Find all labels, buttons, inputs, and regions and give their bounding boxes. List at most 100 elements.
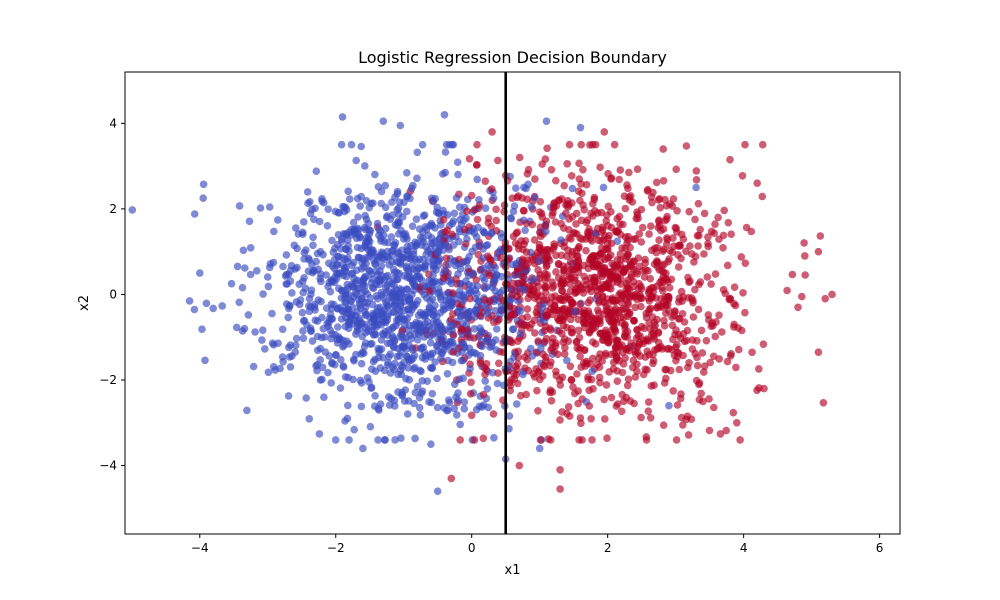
data-point-series-1 [589, 199, 597, 208]
data-point-series-0 [397, 226, 405, 235]
data-point-series-0 [403, 285, 411, 293]
data-point-series-0 [318, 363, 327, 372]
data-point-series-0 [588, 367, 596, 376]
data-point-series-1 [646, 414, 655, 422]
data-point-series-1 [574, 257, 583, 266]
data-point-series-1 [495, 315, 503, 324]
data-point-series-0 [356, 233, 364, 241]
data-point-series-0 [396, 307, 404, 315]
data-point-series-1 [715, 311, 723, 320]
data-point-series-0 [299, 230, 307, 238]
data-point-series-1 [682, 415, 691, 424]
data-point-series-1 [594, 306, 602, 314]
data-point-series-1 [707, 280, 715, 288]
data-point-series-0 [411, 242, 420, 250]
data-point-series-1 [816, 232, 825, 240]
data-point-series-1 [522, 248, 531, 256]
data-point-series-0 [389, 323, 398, 331]
data-point-series-1 [715, 235, 723, 243]
data-point-series-1 [563, 293, 571, 301]
data-point-series-1 [634, 254, 643, 262]
plot-frame [124, 71, 901, 535]
data-point-series-1 [539, 350, 547, 359]
data-point-series-1 [559, 306, 568, 315]
data-point-series-1 [587, 415, 595, 423]
data-point-series-0 [202, 299, 211, 308]
data-point-series-0 [394, 204, 403, 212]
data-point-series-0 [304, 254, 313, 263]
data-point-series-1 [647, 293, 656, 302]
data-point-series-0 [473, 175, 482, 184]
data-point-series-1 [634, 285, 643, 293]
data-point-series-1 [467, 411, 476, 420]
data-point-series-0 [244, 311, 253, 319]
data-point-series-1 [622, 295, 630, 304]
data-point-series-1 [556, 466, 564, 474]
data-point-series-0 [293, 244, 301, 253]
data-point-series-1 [783, 286, 791, 295]
data-point-series-1 [630, 399, 638, 408]
data-point-series-1 [672, 326, 680, 334]
data-point-series-1 [647, 222, 655, 230]
data-point-series-0 [445, 245, 454, 254]
data-point-series-0 [268, 309, 276, 318]
data-point-series-0 [527, 202, 536, 211]
data-point-series-1 [675, 365, 684, 374]
data-point-series-1 [554, 314, 562, 323]
data-point-series-1 [586, 141, 594, 149]
data-point-series-1 [466, 294, 474, 303]
data-point-series-0 [535, 444, 544, 453]
data-point-series-0 [331, 436, 340, 444]
data-point-series-1 [644, 407, 653, 416]
data-point-series-1 [599, 336, 608, 344]
data-point-series-0 [388, 332, 397, 340]
data-point-series-0 [366, 422, 375, 431]
data-point-series-1 [561, 344, 569, 352]
data-point-series-1 [481, 370, 489, 379]
data-point-series-0 [379, 117, 388, 125]
data-point-series-0 [324, 205, 333, 213]
data-point-series-1 [552, 202, 561, 210]
data-point-series-0 [338, 235, 346, 243]
data-point-series-0 [472, 306, 480, 314]
data-point-series-0 [444, 341, 452, 349]
data-point-series-1 [602, 217, 610, 225]
data-point-series-0 [462, 214, 470, 222]
data-point-series-1 [552, 251, 560, 260]
data-point-series-0 [509, 207, 518, 216]
data-point-series-1 [523, 170, 532, 178]
data-point-series-1 [522, 390, 530, 399]
data-point-series-1 [613, 354, 621, 362]
data-point-series-1 [653, 243, 662, 252]
data-point-series-0 [412, 215, 421, 223]
data-point-series-1 [716, 430, 725, 438]
data-point-series-0 [403, 242, 412, 251]
data-point-series-1 [480, 296, 489, 304]
data-point-series-0 [405, 376, 414, 384]
data-point-series-1 [514, 353, 523, 362]
data-point-series-0 [425, 303, 434, 312]
data-point-series-0 [352, 330, 360, 339]
data-point-series-0 [512, 184, 520, 192]
data-point-series-1 [506, 381, 515, 390]
data-point-series-1 [479, 434, 488, 443]
data-point-series-0 [390, 281, 398, 290]
data-point-series-0 [520, 285, 528, 294]
data-point-series-1 [595, 298, 603, 307]
data-point-series-0 [384, 303, 392, 311]
data-point-series-0 [308, 205, 316, 214]
data-point-series-1 [515, 461, 524, 470]
data-point-series-1 [571, 284, 580, 293]
data-point-series-1 [522, 219, 531, 228]
data-point-series-0 [359, 444, 367, 453]
data-point-series-0 [470, 325, 479, 333]
data-point-series-1 [582, 310, 590, 319]
data-point-series-0 [318, 195, 326, 203]
data-point-series-0 [416, 322, 424, 331]
data-point-series-1 [618, 244, 626, 252]
data-point-series-1 [680, 337, 689, 346]
data-point-series-0 [431, 194, 440, 203]
data-point-series-0 [314, 265, 323, 274]
data-point-series-0 [508, 260, 516, 269]
data-point-series-0 [327, 379, 336, 387]
